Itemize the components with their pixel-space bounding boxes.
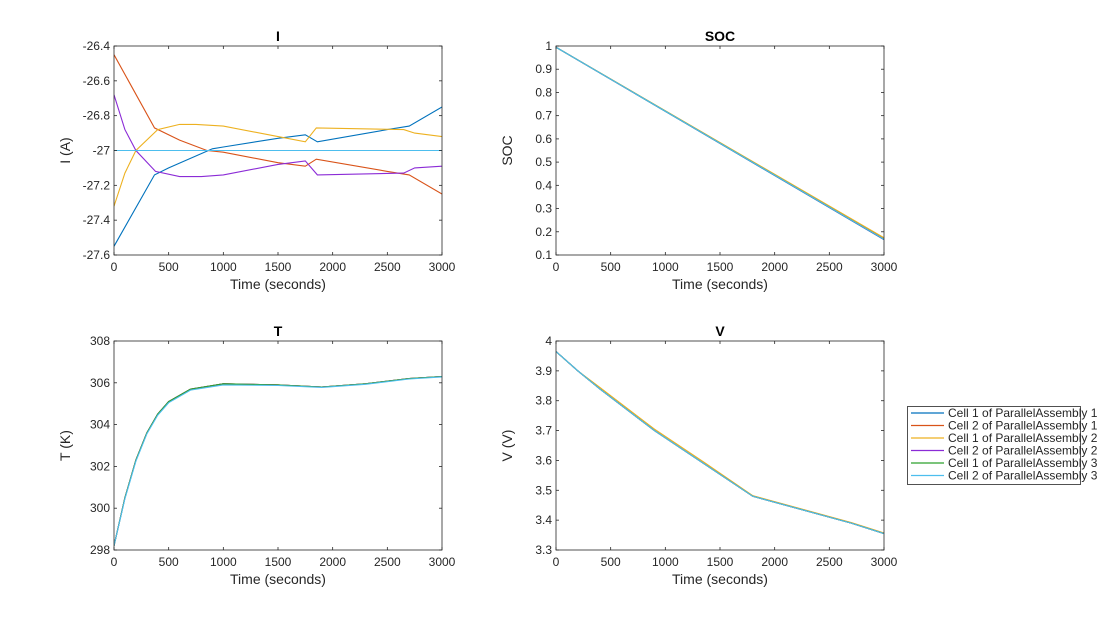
x-axis-label: Time (seconds) bbox=[230, 276, 326, 292]
y-tick-label: -26.4 bbox=[83, 39, 111, 53]
plot-area bbox=[556, 46, 884, 255]
legend-label: Cell 1 of ParallelAssembly 3 bbox=[948, 456, 1098, 470]
y-tick-label: 3.7 bbox=[535, 424, 552, 438]
y-tick-label: 3.8 bbox=[535, 394, 552, 408]
y-tick-label: 298 bbox=[90, 543, 110, 557]
legend-entry[interactable]: Cell 1 of ParallelAssembly 3 bbox=[911, 456, 1098, 470]
y-tick-label: 0.7 bbox=[535, 109, 552, 123]
y-tick-label: 306 bbox=[90, 376, 110, 390]
y-tick-label: -27.6 bbox=[83, 248, 111, 262]
series-line-6 bbox=[556, 351, 884, 535]
y-tick-label: 3.6 bbox=[535, 453, 552, 467]
x-tick-label: 500 bbox=[601, 260, 621, 274]
subplot-title: T bbox=[274, 323, 283, 339]
x-tick-label: 1500 bbox=[707, 260, 734, 274]
y-tick-label: 0.2 bbox=[535, 225, 552, 239]
x-tick-label: 500 bbox=[159, 555, 179, 569]
x-tick-label: 500 bbox=[159, 260, 179, 274]
plot-area bbox=[114, 341, 442, 550]
y-tick-label: 0.4 bbox=[535, 178, 552, 192]
subplot-v: 0 500 1000 1500 2000 2500 3000 3.3 3.4 3.5 3.6 3.7 3… bbox=[499, 323, 898, 587]
x-tick-label: 3000 bbox=[429, 260, 456, 274]
x-tick-label: 2000 bbox=[761, 260, 788, 274]
x-tick-label: 1000 bbox=[652, 260, 679, 274]
x-axis-label: Time (seconds) bbox=[672, 571, 768, 587]
y-axis-label: T (K) bbox=[57, 430, 73, 461]
legend-label: Cell 1 of ParallelAssembly 2 bbox=[948, 431, 1098, 445]
x-tick-label: 0 bbox=[111, 260, 118, 274]
legend-box bbox=[907, 406, 1081, 485]
plot-area bbox=[556, 341, 884, 550]
y-tick-label: 3.5 bbox=[535, 483, 552, 497]
x-tick-label: 2500 bbox=[816, 260, 843, 274]
x-tick-label: 3000 bbox=[871, 260, 898, 274]
y-tick-label: -26.6 bbox=[83, 74, 111, 88]
x-tick-label: 3000 bbox=[871, 555, 898, 569]
y-tick-label: 302 bbox=[90, 459, 110, 473]
x-tick-label: 1500 bbox=[265, 555, 292, 569]
legend-entry[interactable]: Cell 2 of ParallelAssembly 2 bbox=[911, 444, 1098, 458]
y-axis-label: SOC bbox=[499, 135, 515, 165]
y-axis-label: I (A) bbox=[57, 137, 73, 163]
y-tick-label: 1 bbox=[545, 39, 552, 53]
subplot-i: 0 500 1000 1500 2000 2500 3000 -27.6 -27.4 -27.2 -… bbox=[57, 28, 456, 292]
x-tick-label: 2000 bbox=[761, 555, 788, 569]
y-tick-label: 0.9 bbox=[535, 62, 552, 76]
x-tick-label: 3000 bbox=[429, 555, 456, 569]
y-tick-label: 3.9 bbox=[535, 364, 552, 378]
y-tick-label: 308 bbox=[90, 334, 110, 348]
x-axis-label: Time (seconds) bbox=[230, 571, 326, 587]
y-tick-label: 304 bbox=[90, 418, 110, 432]
y-tick-label: -27 bbox=[93, 144, 111, 158]
series-line-1 bbox=[114, 106, 442, 247]
series-line-2 bbox=[114, 54, 442, 195]
legend-label: Cell 2 of ParallelAssembly 2 bbox=[948, 444, 1098, 458]
x-axis-label: Time (seconds) bbox=[672, 276, 768, 292]
x-tick-label: 0 bbox=[553, 555, 560, 569]
subplot-title: V bbox=[715, 323, 725, 339]
x-tick-label: 0 bbox=[111, 555, 118, 569]
x-tick-label: 2500 bbox=[816, 555, 843, 569]
legend-label: Cell 2 of ParallelAssembly 3 bbox=[948, 469, 1098, 483]
y-tick-label: 0.5 bbox=[535, 155, 552, 169]
y-axis-label: V (V) bbox=[499, 430, 515, 462]
x-tick-label: 2000 bbox=[319, 555, 346, 569]
y-tick-label: -27.2 bbox=[83, 178, 111, 192]
legend-entry[interactable]: Cell 1 of ParallelAssembly 2 bbox=[911, 431, 1098, 445]
series-line-6 bbox=[114, 376, 442, 546]
x-tick-label: 500 bbox=[601, 555, 621, 569]
series-line-6 bbox=[556, 46, 884, 240]
x-tick-label: 1000 bbox=[210, 260, 237, 274]
y-tick-label: 300 bbox=[90, 501, 110, 515]
subplot-title: I bbox=[276, 28, 280, 44]
legend-entry[interactable]: Cell 2 of ParallelAssembly 1 bbox=[911, 419, 1098, 433]
subplot-title: SOC bbox=[705, 28, 735, 44]
subplot-soc: 0 500 1000 1500 2000 2500 3000 0.1 0.2 0.3 0.4 0.5 0… bbox=[499, 28, 898, 292]
y-tick-label: 0.6 bbox=[535, 132, 552, 146]
x-tick-label: 0 bbox=[553, 260, 560, 274]
y-tick-label: -27.4 bbox=[83, 213, 111, 227]
subplot-t: 0 500 1000 1500 2000 2500 3000 298 300 302 304 306 3… bbox=[57, 323, 456, 587]
legend-entry[interactable]: Cell 2 of ParallelAssembly 3 bbox=[911, 469, 1098, 483]
y-tick-label: 0.1 bbox=[535, 248, 552, 262]
x-tick-label: 2000 bbox=[319, 260, 346, 274]
x-tick-label: 1500 bbox=[265, 260, 292, 274]
x-tick-label: 1000 bbox=[210, 555, 237, 569]
legend-entry[interactable]: Cell 1 of ParallelAssembly 1 bbox=[911, 406, 1098, 420]
x-tick-label: 1000 bbox=[652, 555, 679, 569]
y-tick-label: 0.3 bbox=[535, 202, 552, 216]
y-tick-label: 4 bbox=[545, 334, 552, 348]
y-tick-label: 3.3 bbox=[535, 543, 552, 557]
x-tick-label: 2500 bbox=[374, 555, 401, 569]
x-tick-label: 1500 bbox=[707, 555, 734, 569]
x-tick-label: 2500 bbox=[374, 260, 401, 274]
legend-label: Cell 1 of ParallelAssembly 1 bbox=[948, 406, 1098, 420]
y-tick-label: -26.8 bbox=[83, 109, 111, 123]
legend-label: Cell 2 of ParallelAssembly 1 bbox=[948, 419, 1098, 433]
y-tick-label: 3.4 bbox=[535, 513, 552, 527]
y-tick-label: 0.8 bbox=[535, 85, 552, 99]
